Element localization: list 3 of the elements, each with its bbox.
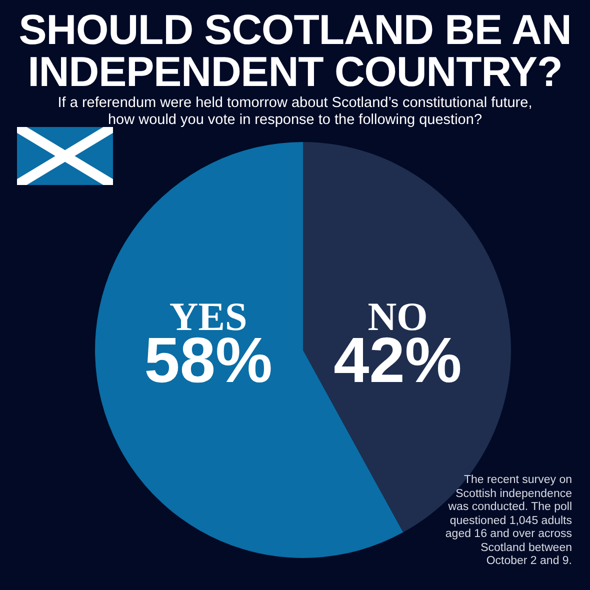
chart-title: SHOULD SCOTLAND BE AN INDEPENDENT COUNTRY? (18, 6, 572, 95)
chart-subtitle: If a referendum were held tomorrow about Scotland’s constitutional future, how would you vote in response to the following question? (56, 95, 534, 129)
text: The recent survey on Scottish independence was conducted. The poll questioned 1,045 adults aged 16 and over across Scotland between October 2 and 9. (444, 474, 572, 568)
